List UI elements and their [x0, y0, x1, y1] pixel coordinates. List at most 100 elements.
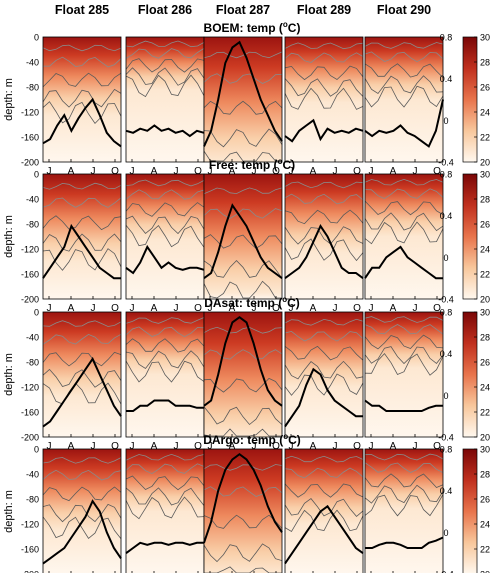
- isotherm-contour: [125, 496, 205, 520]
- x-tick-label: A: [390, 303, 397, 314]
- series-line: [365, 536, 444, 549]
- right-axis-tick-label: -0.4: [438, 433, 454, 443]
- y-tick-label: -200: [21, 433, 39, 443]
- isotherm-contour: [364, 334, 444, 350]
- x-tick-label: O: [433, 166, 441, 177]
- isotherm-contour: [364, 346, 444, 365]
- isotherm-contour: [125, 202, 205, 217]
- x-tick-label: O: [111, 303, 119, 314]
- x-tick-label: A: [68, 166, 75, 177]
- x-tick-label: O: [353, 441, 361, 452]
- isotherm-contour: [125, 179, 205, 187]
- x-tick-label: J: [333, 441, 338, 452]
- panel-frame: [364, 173, 444, 300]
- x-tick-label: A: [68, 303, 75, 314]
- y-tick-label: -200: [21, 570, 39, 573]
- series-line: [284, 224, 364, 280]
- x-tick-label: J: [369, 441, 374, 452]
- isotherm-contour: [364, 200, 444, 216]
- panel-frame: [284, 173, 364, 300]
- isotherm-contour: [125, 338, 205, 353]
- series-line: [284, 118, 364, 143]
- isotherm-contour: [203, 464, 283, 471]
- x-tick-label: A: [229, 441, 236, 452]
- heatmap-fill: [285, 449, 363, 573]
- series-line: [42, 223, 121, 280]
- isotherm-contour: [203, 377, 283, 393]
- isotherm-contour: [203, 349, 283, 360]
- x-tick-label: J: [130, 441, 135, 452]
- row-title: DArgo: temp (oC): [203, 432, 301, 447]
- colorbar-tick-label: 30: [480, 445, 490, 455]
- isotherm-contour: [364, 494, 444, 517]
- isotherm-contour: [42, 333, 122, 345]
- isotherm-contour: [364, 473, 444, 488]
- series-line: [364, 99, 444, 148]
- x-tick-label: J: [252, 441, 257, 452]
- colorbar-tick-label: 20: [480, 295, 490, 305]
- right-axis-tick-label: -0.4: [438, 570, 454, 573]
- panel-frame: [364, 448, 444, 573]
- x-tick-label: A: [229, 166, 236, 177]
- isotherm-contour: [42, 182, 122, 190]
- isotherm-contour: [203, 187, 283, 195]
- row-title: Free: temp (oC): [209, 157, 295, 172]
- colorbar: [462, 311, 478, 438]
- row-title: BOEM: temp (oC): [204, 20, 301, 35]
- isotherm-contour: [42, 320, 122, 327]
- right-axis-tick-label: 0.4: [440, 211, 453, 221]
- x-tick-label: J: [289, 303, 294, 314]
- colorbar-tick-label: 20: [480, 158, 490, 168]
- series-line: [203, 40, 283, 147]
- isotherm-contour: [125, 67, 205, 86]
- y-tick-label: -120: [21, 520, 39, 530]
- isotherm-contour: [42, 457, 122, 464]
- isotherm-contour: [284, 330, 364, 342]
- isotherm-contour: [284, 483, 364, 498]
- colorbar-tick-label: 24: [480, 108, 490, 118]
- y-axis-label: depth: m: [3, 353, 15, 396]
- y-tick-label: -40: [26, 470, 39, 480]
- panel-frame: [364, 311, 444, 438]
- series-line: [364, 245, 443, 280]
- y-axis-label: depth: m: [3, 78, 15, 121]
- right-axis-tick-label: 0.4: [440, 349, 453, 359]
- panel-frame: [284, 36, 364, 163]
- isotherm-contour: [125, 215, 205, 235]
- isotherm-contour: [42, 101, 122, 125]
- right-axis-tick-label: -0.4: [438, 158, 454, 168]
- x-tick-label: O: [272, 441, 280, 452]
- x-tick-label: O: [433, 441, 441, 452]
- isotherm-contour: [364, 453, 444, 461]
- y-tick-label: -40: [26, 195, 39, 205]
- x-tick-label: J: [208, 441, 213, 452]
- colorbar-tick-label: 26: [480, 220, 490, 230]
- series-line: [203, 452, 283, 544]
- x-tick-label: J: [47, 441, 52, 452]
- row-dasat: DAsat: temp (oC) depth: m 0 -40 -80 -120 -160 -…: [3, 295, 490, 452]
- isotherm-contour: [125, 350, 205, 370]
- right-axis-tick-label: 0: [443, 116, 448, 126]
- isotherm-contour: [284, 509, 364, 533]
- isotherm-contour: [125, 48, 205, 59]
- isotherm-contour: [364, 42, 444, 49]
- isotherm-contour: [125, 360, 205, 383]
- row-boem: BOEM: temp (oC) depth: m 0 -40 -80 -120 -160 -2…: [3, 20, 490, 177]
- y-tick-label: -160: [21, 133, 39, 143]
- x-tick-label: A: [68, 441, 75, 452]
- heatmap-fill: [365, 37, 443, 162]
- isotherm-contour: [364, 75, 444, 95]
- colorbar-tick-label: 20: [480, 570, 490, 573]
- x-tick-label: J: [130, 303, 135, 314]
- x-tick-label: J: [47, 166, 52, 177]
- series-line: [284, 504, 364, 565]
- series-line: [125, 541, 204, 555]
- colorbar: [462, 448, 478, 573]
- x-tick-label: J: [252, 166, 257, 177]
- x-tick-label: O: [272, 166, 280, 177]
- series-line: [284, 367, 363, 428]
